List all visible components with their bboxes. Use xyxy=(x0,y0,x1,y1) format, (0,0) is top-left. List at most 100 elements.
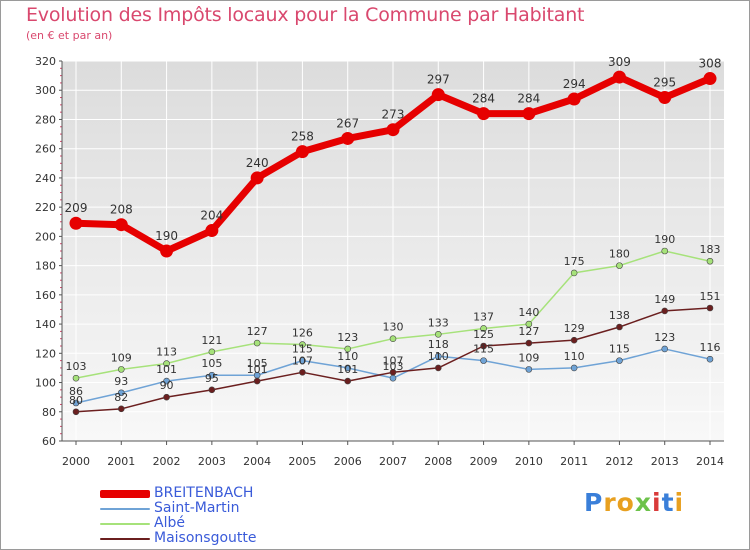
data-label: 110 xyxy=(564,350,585,363)
data-label: 116 xyxy=(700,341,721,354)
legend-item: Maisonsgoutte xyxy=(100,530,340,546)
data-label: 140 xyxy=(518,306,539,319)
data-point xyxy=(72,374,80,382)
x-tick-label: 2010 xyxy=(515,455,543,468)
data-point xyxy=(299,357,306,364)
x-tick-label: 2004 xyxy=(243,455,271,468)
data-point xyxy=(612,70,626,84)
data-point xyxy=(344,345,352,353)
data-label: 309 xyxy=(608,55,631,69)
data-label: 123 xyxy=(654,331,675,344)
data-point xyxy=(160,244,174,258)
data-label: 133 xyxy=(428,316,449,329)
data-label: 190 xyxy=(155,229,178,243)
data-point xyxy=(163,377,170,385)
x-tick-label: 2007 xyxy=(379,455,407,468)
data-label: 90 xyxy=(160,379,174,392)
data-point xyxy=(250,171,264,185)
data-label: 115 xyxy=(292,343,313,356)
data-point xyxy=(616,323,623,331)
legend-label: Maisonsgoutte xyxy=(154,530,257,546)
data-label: 175 xyxy=(564,255,585,268)
data-point xyxy=(525,366,533,373)
data-label: 95 xyxy=(205,372,219,385)
data-point xyxy=(570,364,578,372)
data-point xyxy=(431,88,445,102)
y-tick-label: 100 xyxy=(35,377,56,390)
data-label: 86 xyxy=(69,385,83,398)
logo-letter: o xyxy=(616,488,635,517)
data-label: 308 xyxy=(699,57,722,71)
y-tick-label: 80 xyxy=(42,406,56,419)
data-point xyxy=(344,364,352,372)
data-point xyxy=(706,304,714,312)
y-tick-label: 280 xyxy=(35,113,56,126)
x-tick-label: 2006 xyxy=(334,455,362,468)
logo-letter: t xyxy=(661,488,675,517)
data-label: 149 xyxy=(654,293,675,306)
data-label: 138 xyxy=(609,309,630,322)
y-tick-label: 200 xyxy=(35,230,56,243)
data-point xyxy=(389,369,397,376)
axes: 60 80 100 120 140 160 180 200 220 240 260 280 300 320… xyxy=(35,55,724,468)
data-label: 113 xyxy=(156,346,177,359)
data-point xyxy=(434,331,442,338)
data-point xyxy=(616,357,623,364)
data-point xyxy=(706,355,714,363)
data-label: 121 xyxy=(201,334,222,347)
data-point xyxy=(480,357,487,364)
y-tick-label: 240 xyxy=(35,172,56,185)
data-label: 273 xyxy=(382,108,405,122)
legend-swatch xyxy=(100,508,150,510)
y-tick-label: 60 xyxy=(42,435,56,448)
x-tick-label: 2002 xyxy=(153,455,181,468)
data-label: 137 xyxy=(473,310,494,323)
data-label: 107 xyxy=(292,354,313,367)
data-point xyxy=(522,107,536,121)
data-label: 129 xyxy=(564,322,585,335)
data-label: 93 xyxy=(114,375,128,388)
legend-item: BREITENBACH xyxy=(100,485,340,501)
logo-letter: r xyxy=(603,488,617,517)
data-point xyxy=(570,336,578,344)
data-point xyxy=(434,352,442,360)
data-label: 125 xyxy=(473,328,494,341)
data-label: 127 xyxy=(247,325,268,338)
data-label: 258 xyxy=(291,130,314,144)
data-point xyxy=(253,339,261,347)
data-label: 115 xyxy=(473,343,494,356)
data-label: 240 xyxy=(246,156,269,170)
data-point xyxy=(114,218,128,232)
data-label: 103 xyxy=(383,360,404,373)
data-labels: 209 208 190 204 240 258 267 273 297 284 284 294 309 2… xyxy=(65,55,722,407)
legend-label: Albé xyxy=(154,515,185,531)
data-label: 101 xyxy=(247,363,268,376)
y-tick-label: 320 xyxy=(35,55,56,68)
data-point xyxy=(480,342,487,350)
legend-item: Saint-Martin xyxy=(100,500,340,516)
data-point xyxy=(72,399,80,407)
data-label: 295 xyxy=(653,76,676,90)
y-tick-label: 180 xyxy=(35,260,56,273)
data-label: 80 xyxy=(69,394,83,407)
legend-label: Saint-Martin xyxy=(154,500,240,516)
data-point xyxy=(72,408,80,416)
data-point xyxy=(69,216,83,230)
data-point xyxy=(706,257,714,265)
data-point xyxy=(567,92,581,106)
data-point xyxy=(570,269,578,277)
data-point xyxy=(344,377,352,385)
legend-swatch xyxy=(100,523,150,525)
data-label: 115 xyxy=(609,343,630,356)
data-label: 109 xyxy=(518,351,539,364)
data-point xyxy=(117,366,125,373)
data-label: 180 xyxy=(609,248,630,261)
data-point xyxy=(253,377,261,385)
y-tick-label: 260 xyxy=(35,143,56,156)
data-point xyxy=(434,364,442,372)
chart-title: Evolution des Impôts locaux pour la Comm… xyxy=(26,4,585,26)
x-tick-label: 2005 xyxy=(288,455,316,468)
data-label: 190 xyxy=(654,233,675,246)
data-point xyxy=(477,107,491,121)
